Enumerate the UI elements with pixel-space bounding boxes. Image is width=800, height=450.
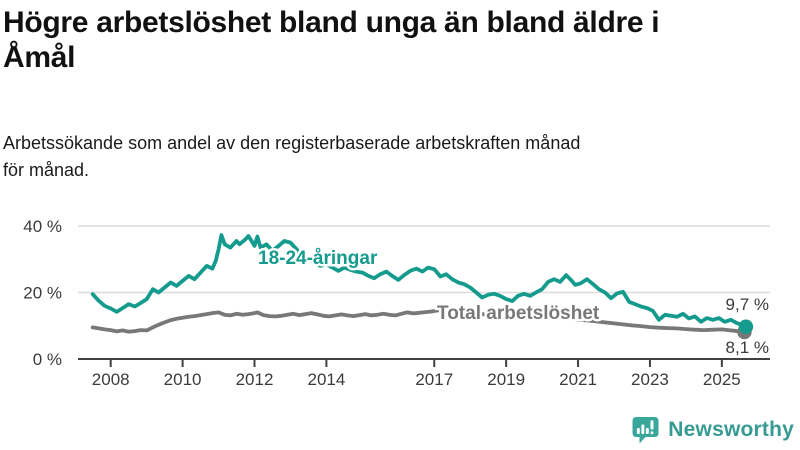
x-tick-label-2023: 2023 [631, 370, 669, 389]
newsworthy-logo-text: Newsworthy [668, 418, 794, 441]
bar-chart-speech-bubble-icon [632, 417, 659, 444]
chart-line-series-1 [90, 307, 748, 334]
y-tick-label-40: 40 % [23, 217, 62, 236]
chart-subtitle: Arbetssökande som andel av den registerb… [3, 130, 797, 184]
chart-subtitle-line-1: Arbetssökande som andel av den registerb… [3, 133, 581, 153]
end-value-label-0: 9,7 % [726, 295, 769, 314]
newsworthy-logo[interactable]: Newsworthy [630, 415, 794, 445]
chart-subtitle-line-2: för månad. [3, 160, 90, 180]
y-tick-label-20: 20 % [23, 284, 62, 303]
end-dot-series-0 [738, 319, 754, 334]
chart-line-series-0 [90, 233, 748, 329]
x-tick-label-2014: 2014 [307, 370, 345, 389]
series-label-0: 18-24-åringar [258, 248, 378, 269]
x-tick-label-2017: 2017 [415, 370, 453, 389]
chart-title: Högre arbetslöshet bland unga än bland ä… [3, 5, 797, 75]
x-tick-label-2025: 2025 [703, 370, 741, 389]
x-tick-label-2012: 2012 [236, 370, 274, 389]
x-tick-label-2008: 2008 [92, 370, 130, 389]
series-label-1: Total arbetslöshet [437, 303, 600, 324]
chart-title-line-2: Åmål [3, 41, 76, 74]
x-tick-label-2021: 2021 [559, 370, 597, 389]
end-value-label-1: 8,1 % [726, 338, 769, 357]
x-tick-label-2010: 2010 [164, 370, 202, 389]
chart-title-line-1: Högre arbetslöshet bland unga än bland ä… [3, 6, 660, 39]
x-tick-label-2019: 2019 [487, 370, 525, 389]
y-tick-label-0: 0 % [33, 350, 62, 369]
